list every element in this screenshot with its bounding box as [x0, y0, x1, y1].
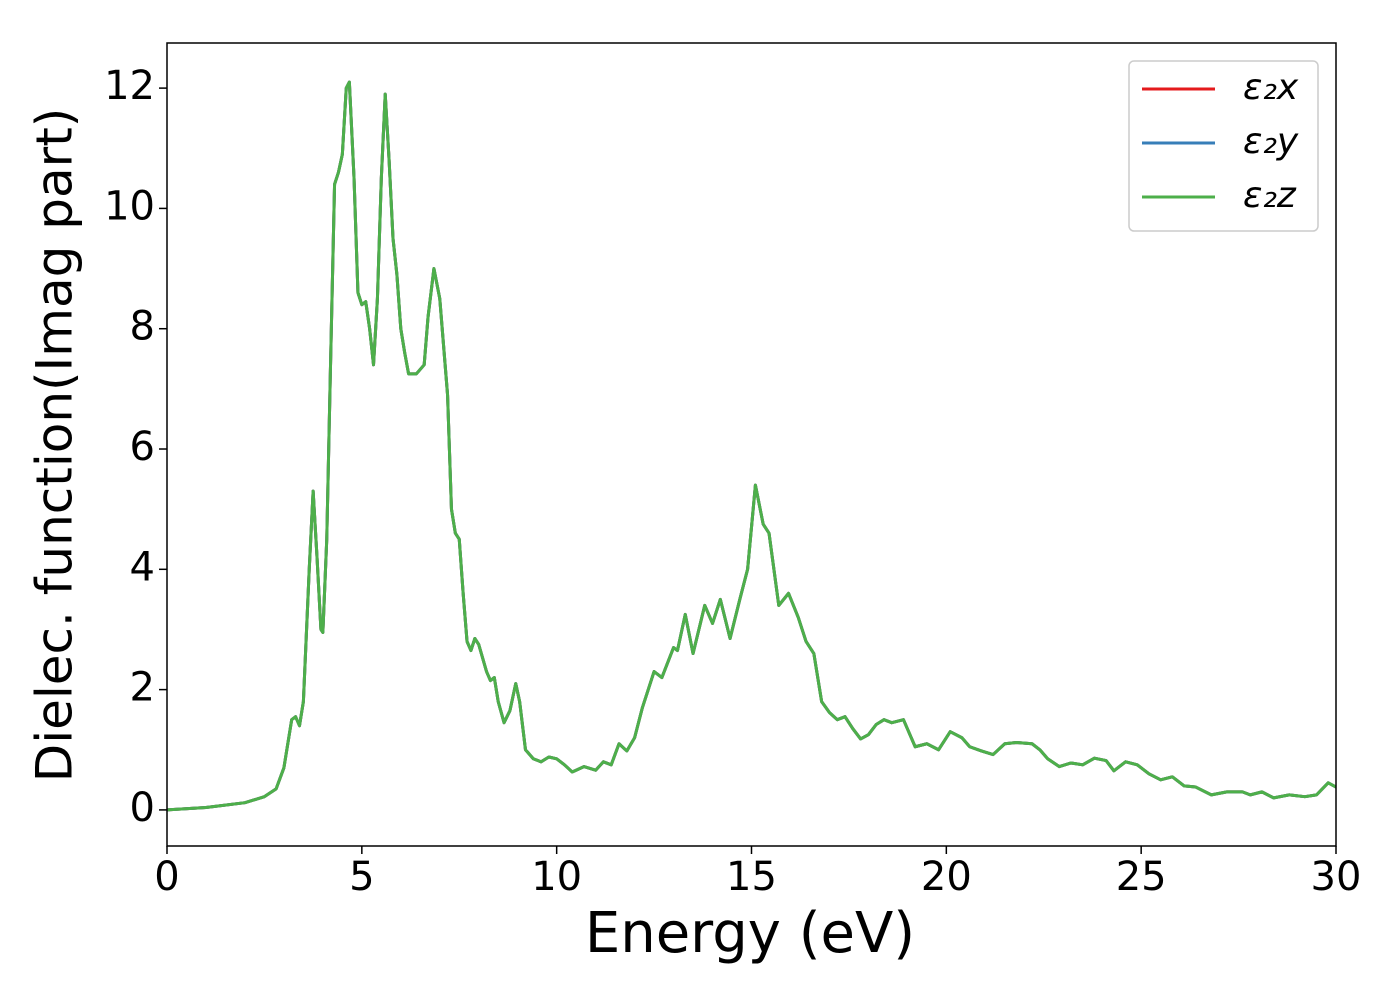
legend-label: ε₂y [1243, 121, 1299, 162]
x-tick-label: 30 [1311, 854, 1362, 900]
plot-frame [166, 42, 1337, 847]
x-axis-label: Energy (eV) [585, 901, 915, 966]
legend-label: ε₂z [1243, 175, 1297, 216]
x-tick-label: 15 [726, 854, 777, 900]
data-line [167, 80, 1336, 812]
x-tick-label: 20 [921, 854, 972, 900]
y-tick-label: 2 [130, 665, 155, 711]
y-tick-label: 10 [104, 183, 155, 229]
y-tick-label: 6 [130, 424, 155, 470]
y-axis-label: Dielec. function(Imag part) [26, 108, 84, 783]
y-tick-label: 4 [130, 544, 155, 590]
x-tick-label: 5 [349, 854, 374, 900]
legend-label: ε₂x [1243, 67, 1299, 108]
x-tick-label: 25 [1116, 854, 1167, 900]
y-tick-label: 12 [104, 63, 155, 109]
y-tick-label: 8 [130, 304, 155, 350]
x-tick-label: 10 [531, 854, 582, 900]
y-tick-label: 0 [130, 785, 155, 831]
legend-box [1128, 60, 1319, 232]
x-tick-label: 0 [154, 854, 179, 900]
